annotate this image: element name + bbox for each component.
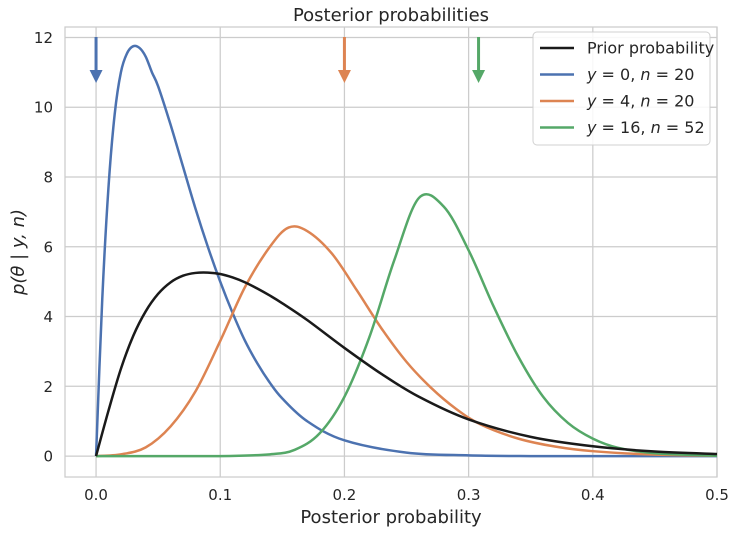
- mean-arrows: [89, 37, 486, 83]
- series-line-1: [94, 44, 717, 458]
- x-tick-label: 0.2: [332, 486, 356, 504]
- series-line-3: [96, 193, 718, 458]
- y-tick-label: 2: [43, 378, 53, 396]
- y-tick-label: 10: [34, 99, 53, 117]
- mean-arrow-head-2: [337, 70, 351, 83]
- legend-label-0: Prior probability: [587, 39, 714, 58]
- legend-box: [532, 31, 711, 146]
- x-tick-label: 0.0: [84, 486, 108, 504]
- chart-title: Posterior probabilities: [293, 5, 489, 26]
- series-line-2: [95, 225, 718, 458]
- legend-label-2: y = 4, n = 20: [586, 92, 694, 111]
- series-line-0: [94, 271, 718, 457]
- legend-label-3: y = 16, n = 52: [586, 118, 705, 137]
- legend-label-1: y = 0, n = 20: [586, 65, 694, 84]
- series-layer: [94, 44, 718, 458]
- y-tick-label: 0: [43, 448, 53, 466]
- x-axis-title: Posterior probability: [300, 507, 482, 528]
- mean-arrow-head-1: [89, 70, 103, 83]
- x-tick-labels: 0.0 0.1 0.2 0.3 0.4 0.5: [84, 486, 729, 504]
- y-tick-label: 8: [43, 169, 53, 187]
- y-tick-label: 12: [34, 29, 53, 47]
- legend: Prior probability y = 0, n = 20 y = 4, n =…: [532, 31, 714, 146]
- y-tick-labels: 0 2 4 6 8 10 12: [34, 29, 53, 466]
- y-axis-title: p(θ | y, n): [8, 209, 29, 296]
- mean-arrow-head-3: [472, 70, 486, 83]
- y-tick-label: 6: [43, 238, 53, 256]
- x-tick-label: 0.1: [208, 486, 232, 504]
- x-tick-label: 0.5: [705, 486, 729, 504]
- y-tick-label: 4: [43, 308, 53, 326]
- x-tick-label: 0.3: [457, 486, 481, 504]
- x-tick-label: 0.4: [581, 486, 605, 504]
